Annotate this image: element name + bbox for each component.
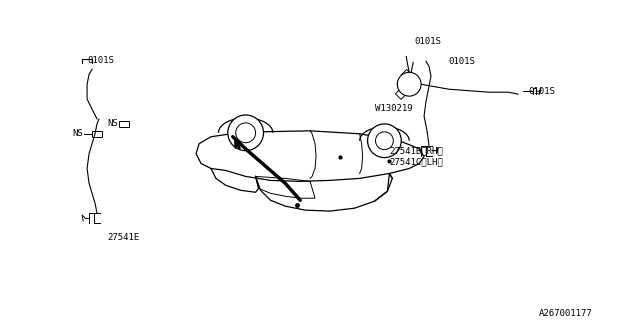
Circle shape bbox=[236, 123, 255, 143]
Bar bbox=[396, 90, 405, 99]
Text: A267001177: A267001177 bbox=[539, 309, 593, 318]
Text: NS: NS bbox=[72, 129, 83, 138]
Circle shape bbox=[367, 124, 401, 157]
Text: 0101S: 0101S bbox=[87, 57, 114, 66]
Text: 0101S: 0101S bbox=[414, 37, 441, 46]
Bar bbox=[397, 81, 405, 87]
Bar bbox=[407, 79, 413, 87]
Text: W130219: W130219 bbox=[374, 104, 412, 113]
Circle shape bbox=[376, 132, 394, 150]
Text: 0101S: 0101S bbox=[528, 87, 555, 96]
Bar bbox=[401, 69, 411, 79]
Bar bbox=[119, 121, 129, 127]
Circle shape bbox=[228, 115, 264, 151]
Bar bbox=[92, 131, 102, 137]
Text: 27541E: 27541E bbox=[107, 233, 139, 242]
Text: NS: NS bbox=[107, 119, 118, 128]
Circle shape bbox=[397, 72, 421, 96]
Text: 27541B〈RH〉
27541C〈LH〉: 27541B〈RH〉 27541C〈LH〉 bbox=[389, 147, 443, 166]
Text: 0101S: 0101S bbox=[449, 57, 476, 66]
